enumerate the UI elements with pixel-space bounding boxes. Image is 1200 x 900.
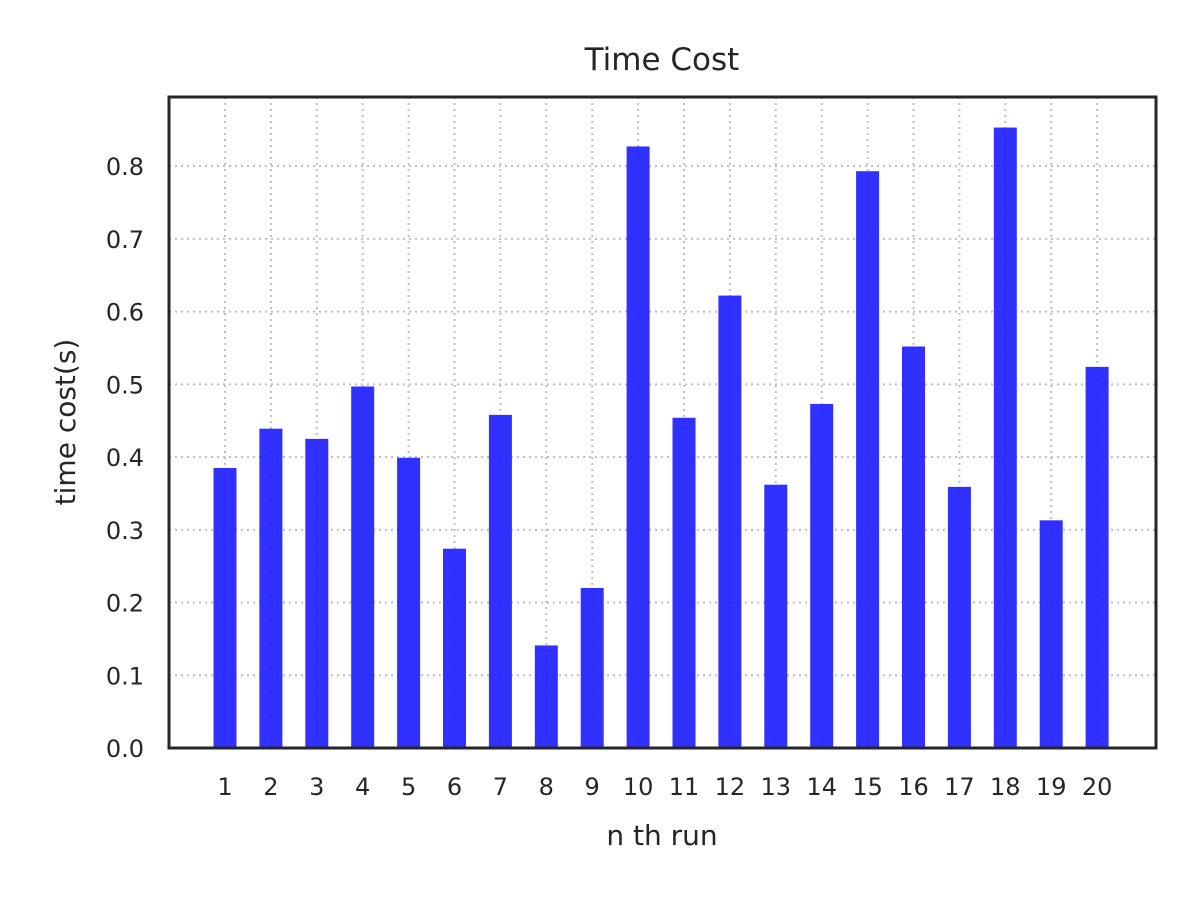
x-tick-label: 17 bbox=[944, 773, 975, 801]
y-tick-label: 0.0 bbox=[106, 735, 144, 763]
x-tick-label: 3 bbox=[309, 773, 324, 801]
y-tick-label: 0.7 bbox=[106, 226, 144, 254]
bar bbox=[993, 127, 1017, 748]
plot-frame bbox=[167, 95, 1158, 750]
y-tick-labels: 0.0 0.1 0.2 0.3 0.4 0.5 0.6 0.7 0.8 bbox=[106, 153, 144, 763]
bar bbox=[534, 645, 558, 748]
bar bbox=[443, 548, 466, 748]
x-tick-label: 19 bbox=[1036, 773, 1067, 801]
y-tick-label: 0.5 bbox=[106, 371, 144, 399]
bar bbox=[351, 386, 375, 748]
bar bbox=[305, 438, 329, 748]
x-tick-label: 16 bbox=[898, 773, 929, 801]
y-tick-label: 0.2 bbox=[106, 590, 144, 618]
bar bbox=[1039, 520, 1063, 748]
y-axis-label: time cost(s) bbox=[49, 339, 82, 506]
x-tick-label: 9 bbox=[585, 773, 600, 801]
bar bbox=[856, 171, 880, 748]
x-tick-label: 11 bbox=[669, 773, 700, 801]
y-tick-label: 0.4 bbox=[106, 444, 144, 472]
bars bbox=[213, 127, 1109, 749]
x-tick-label: 18 bbox=[990, 773, 1021, 801]
x-tick-label: 1 bbox=[217, 773, 232, 801]
bar bbox=[259, 428, 283, 748]
x-tick-label: 20 bbox=[1082, 773, 1113, 801]
x-tick-label: 14 bbox=[806, 773, 837, 801]
x-tick-label: 15 bbox=[852, 773, 883, 801]
x-tick-labels: 1 2 3 4 5 6 7 8 9 10 11 12 13 14 15 16 17 18 19 20 bbox=[217, 773, 1112, 801]
bar bbox=[810, 403, 834, 748]
bar bbox=[397, 457, 421, 748]
x-axis-label: n th run bbox=[606, 819, 717, 852]
bar bbox=[672, 417, 696, 748]
x-tick-label: 4 bbox=[355, 773, 370, 801]
bar bbox=[947, 486, 971, 748]
chart-title: Time Cost bbox=[584, 42, 740, 78]
y-tick-label: 0.1 bbox=[106, 662, 144, 690]
bar bbox=[580, 587, 604, 748]
bar bbox=[213, 467, 237, 748]
x-tick-label: 7 bbox=[493, 773, 508, 801]
bar bbox=[626, 146, 650, 749]
x-tick-label: 12 bbox=[715, 773, 746, 801]
bar bbox=[718, 295, 742, 748]
x-tick-label: 13 bbox=[761, 773, 792, 801]
x-tick-label: 8 bbox=[539, 773, 554, 801]
y-tick-label: 0.3 bbox=[106, 517, 144, 545]
y-tick-label: 0.6 bbox=[106, 299, 144, 327]
x-tick-label: 2 bbox=[263, 773, 278, 801]
y-tick-label: 0.8 bbox=[106, 153, 144, 181]
bar bbox=[764, 484, 788, 748]
x-tick-label: 10 bbox=[623, 773, 654, 801]
x-tick-label: 5 bbox=[401, 773, 416, 801]
bar bbox=[902, 346, 925, 748]
bar bbox=[1085, 366, 1109, 748]
bar bbox=[488, 414, 512, 748]
x-tick-label: 6 bbox=[447, 773, 462, 801]
